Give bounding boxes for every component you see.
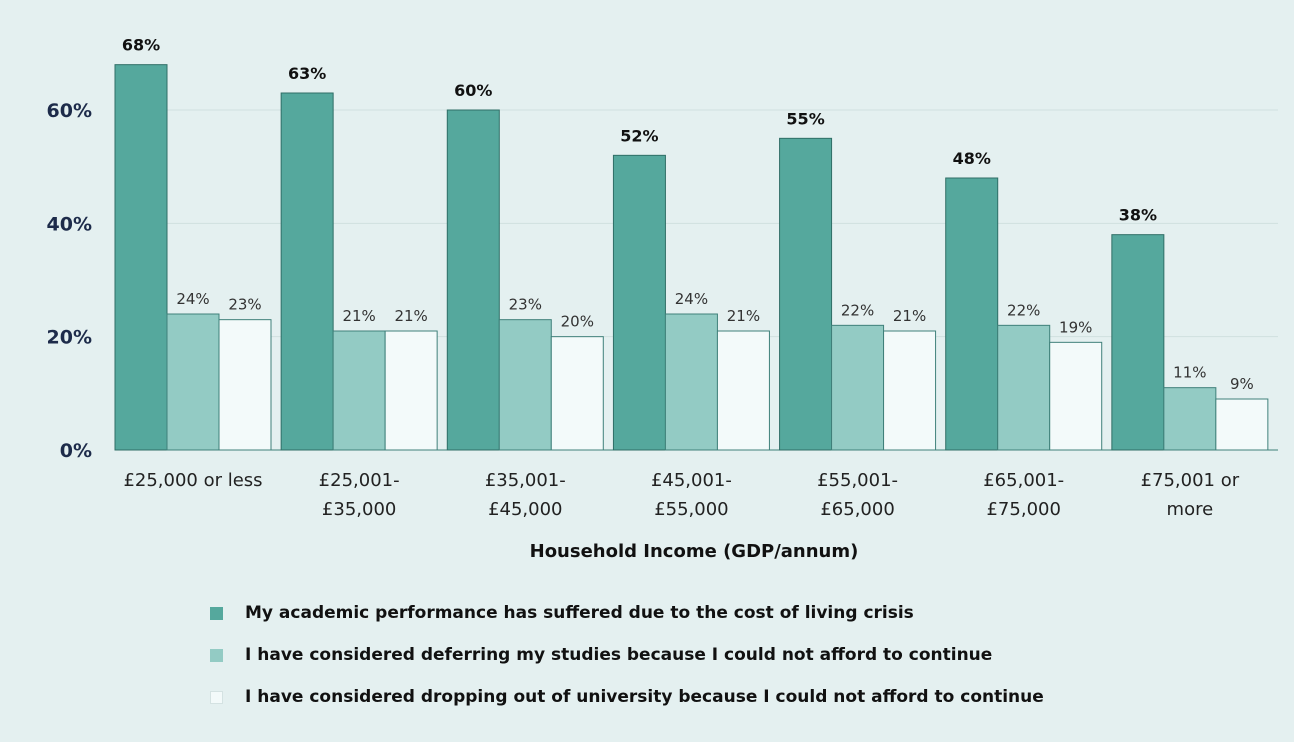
data-label: 48%: [953, 149, 991, 168]
y-tick-label: 60%: [47, 100, 92, 122]
data-label: 24%: [176, 290, 209, 308]
legend-label: My academic performance has suffered due…: [245, 603, 914, 623]
data-label: 19%: [1059, 318, 1092, 336]
x-axis-title: Household Income (GDP/annum): [530, 541, 859, 562]
bar: [114, 64, 168, 451]
bar: [779, 137, 833, 451]
x-tick-label: £45,000: [488, 499, 562, 520]
bar: [332, 330, 386, 451]
legend: My academic performance has suffered due…: [210, 592, 1044, 718]
x-tick-label: £65,000: [820, 499, 894, 520]
legend-label: I have considered deferring my studies b…: [245, 645, 993, 665]
x-tick-label: £25,001-: [319, 470, 400, 491]
data-label: 21%: [893, 307, 926, 325]
bar: [945, 177, 999, 451]
legend-item-dropping-out: I have considered dropping out of univer…: [210, 676, 1044, 718]
x-tick-label: more: [1167, 499, 1214, 520]
bar: [883, 330, 937, 451]
legend-swatch: [210, 690, 223, 704]
x-tick-label: £45,001-: [651, 470, 732, 491]
x-tick-label: £75,001 or: [1141, 470, 1240, 491]
data-label: 21%: [342, 307, 375, 325]
data-label: 55%: [786, 109, 824, 128]
x-tick-label: £65,001-: [983, 470, 1064, 491]
bar: [166, 313, 220, 451]
bar: [498, 319, 552, 451]
bar: [997, 324, 1051, 451]
y-tick-label: 20%: [47, 327, 92, 349]
bar: [1049, 341, 1103, 451]
data-label: 52%: [620, 126, 658, 145]
x-tick-label: £25,000 or less: [123, 470, 262, 491]
data-label: 9%: [1230, 375, 1254, 393]
x-tick-label: £55,000: [654, 499, 728, 520]
bar: [1111, 234, 1165, 451]
y-tick-label: 0%: [60, 440, 92, 462]
data-label: 68%: [122, 36, 160, 55]
data-label: 22%: [1007, 301, 1040, 319]
x-tick-label: £35,001-: [485, 470, 566, 491]
legend-swatch: [210, 648, 223, 662]
bar: [664, 313, 718, 451]
x-tick-label: £75,000: [986, 499, 1060, 520]
bar: [384, 330, 438, 451]
data-label: 23%: [509, 296, 542, 314]
bar: [612, 154, 666, 451]
data-label: 60%: [454, 81, 492, 100]
bar: [1215, 398, 1269, 451]
bar: [218, 319, 272, 451]
data-label: 21%: [394, 307, 427, 325]
data-label: 22%: [841, 301, 874, 319]
data-label: 24%: [675, 290, 708, 308]
bar: [280, 92, 334, 451]
x-tick-label: £55,001-: [817, 470, 898, 491]
data-label: 21%: [727, 307, 760, 325]
data-label: 38%: [1119, 206, 1157, 225]
legend-label: I have considered dropping out of univer…: [245, 687, 1044, 707]
x-tick-label: £35,000: [322, 499, 396, 520]
legend-item-academic-performance: My academic performance has suffered due…: [210, 592, 1044, 634]
bar: [550, 336, 604, 451]
legend-item-deferring: I have considered deferring my studies b…: [210, 634, 1044, 676]
data-label: 63%: [288, 64, 326, 83]
y-tick-label: 40%: [47, 213, 92, 235]
bar: [446, 109, 500, 451]
data-label: 11%: [1173, 364, 1206, 382]
data-label: 23%: [228, 296, 261, 314]
bar: [1163, 387, 1217, 451]
legend-swatch: [210, 606, 223, 620]
data-label: 20%: [561, 313, 594, 331]
bar: [716, 330, 770, 451]
bar: [831, 324, 885, 451]
